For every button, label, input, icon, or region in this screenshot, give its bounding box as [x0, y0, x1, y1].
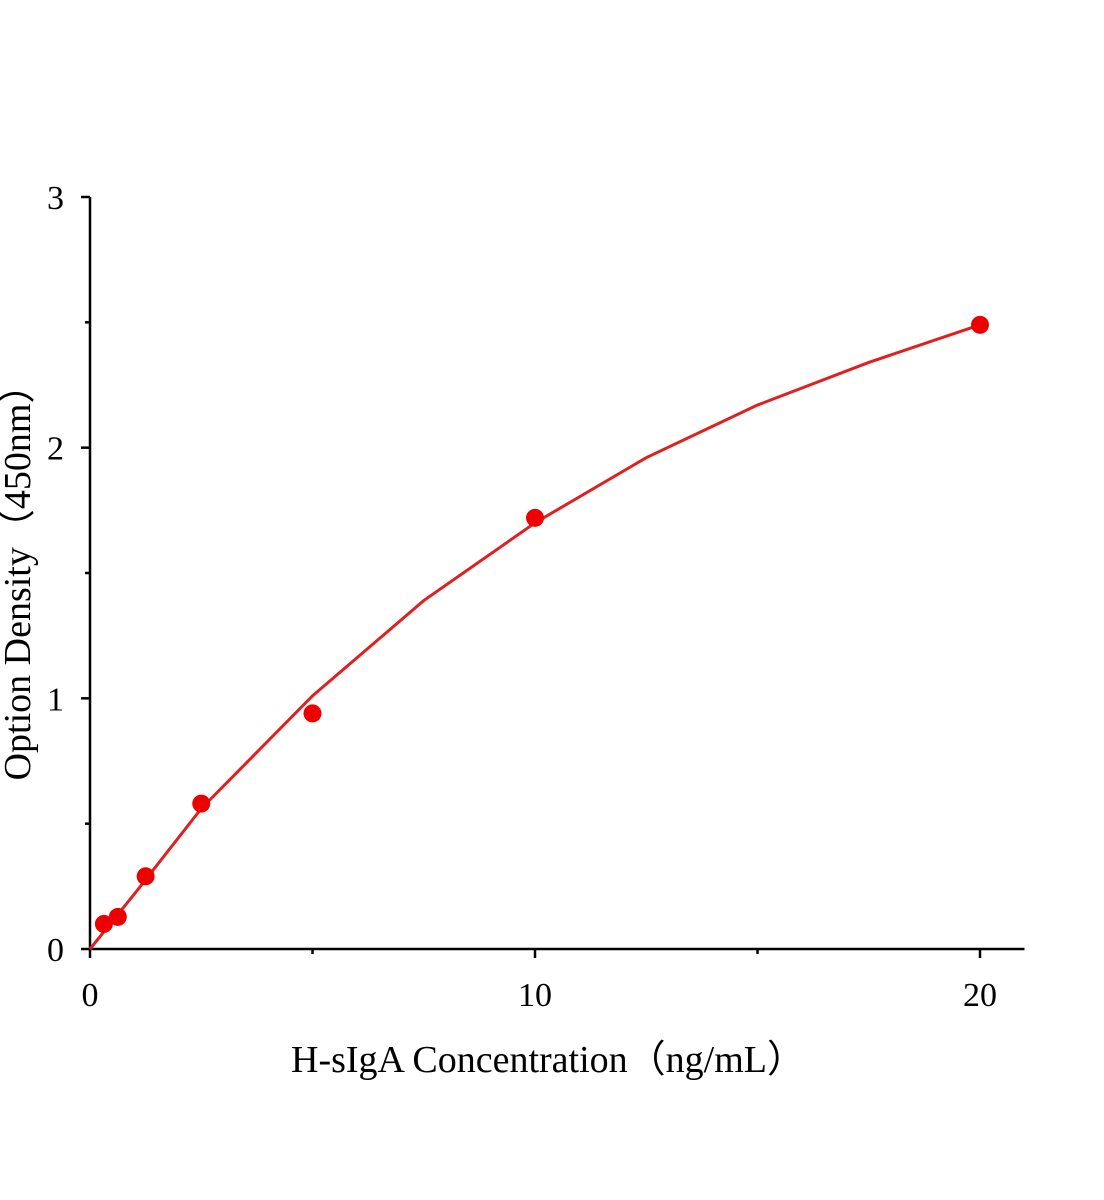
x-axis-label: H-sIgA Concentration（ng/mL） [291, 1039, 805, 1081]
y-axis-label: Option Density（450nm） [0, 366, 39, 781]
y-tick-label: 1 [47, 681, 64, 718]
y-tick-label: 2 [47, 431, 64, 468]
data-point [192, 794, 211, 813]
x-tick-label: 20 [963, 977, 997, 1014]
data-point [94, 914, 113, 933]
data-point [303, 704, 322, 723]
y-tick-label: 3 [47, 180, 64, 217]
data-point [971, 315, 989, 334]
fit-curve [88, 323, 981, 950]
data-point [108, 907, 127, 926]
data-point [526, 508, 544, 527]
data-point [136, 867, 155, 886]
x-tick-label: 0 [82, 977, 99, 1014]
x-tick-label: 10 [518, 977, 552, 1014]
y-tick-label: 0 [47, 932, 64, 969]
